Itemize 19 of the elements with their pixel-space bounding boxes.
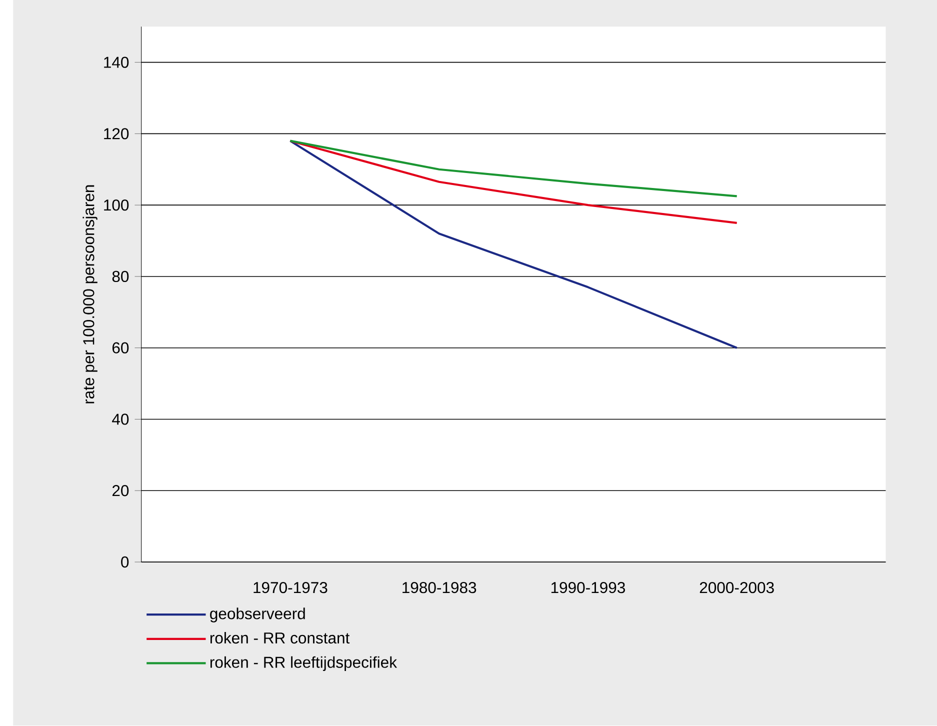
legend-label: roken - RR constant <box>210 632 350 644</box>
x-tick-label: 1980-1983 <box>402 582 476 594</box>
y-tick-label: 0 <box>121 556 129 568</box>
y-tick-label: 20 <box>112 485 129 496</box>
x-tick-label: 2000-2003 <box>700 582 774 594</box>
line-series <box>289 140 738 198</box>
y-axis-title: rate per 100.000 persoonsjaren <box>82 185 98 404</box>
x-tick-label: 1990-1993 <box>551 582 625 594</box>
y-tick-label: 100 <box>104 200 129 211</box>
y-tick-label: 120 <box>104 128 129 140</box>
y-tick-label: 80 <box>112 271 129 282</box>
y-tick-label: 60 <box>112 342 129 354</box>
y-tick-label: 40 <box>112 414 129 425</box>
line-series <box>289 140 738 224</box>
x-tick-label: 1970-1973 <box>254 582 328 594</box>
y-tick-label: 140 <box>104 56 129 68</box>
line-series <box>289 140 738 350</box>
legend-label: roken - RR leeftijdspecifiek <box>210 656 398 672</box>
legend-label: geobserveerd <box>210 608 305 623</box>
